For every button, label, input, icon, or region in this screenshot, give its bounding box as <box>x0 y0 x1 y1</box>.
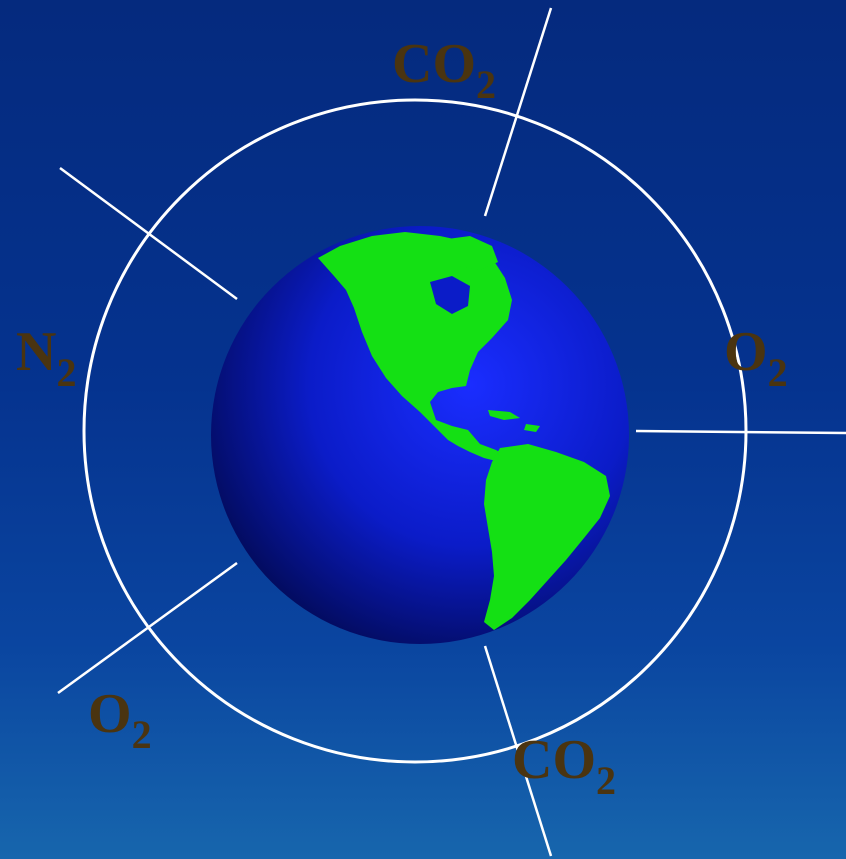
label-co2-bottom: CO2 <box>512 729 616 803</box>
hudson-bay <box>430 276 470 314</box>
exchange-line-o2-bottom-left <box>57 561 238 695</box>
exchange-line-co2-bottom <box>483 645 553 857</box>
label-n2-left: N2 <box>16 321 77 395</box>
label-o2-bottom-left: O2 <box>88 683 152 757</box>
south-america <box>484 444 610 630</box>
exchange-line-co2-top <box>483 7 553 217</box>
exchange-line-o2-right <box>635 429 846 435</box>
label-o2-right: O2 <box>724 321 788 395</box>
caribbean-islands <box>488 410 540 432</box>
exchange-line-n2 <box>59 166 238 301</box>
arctic-islands <box>440 236 498 270</box>
earth-globe <box>211 226 629 644</box>
label-co2-top: CO2 <box>392 33 496 107</box>
